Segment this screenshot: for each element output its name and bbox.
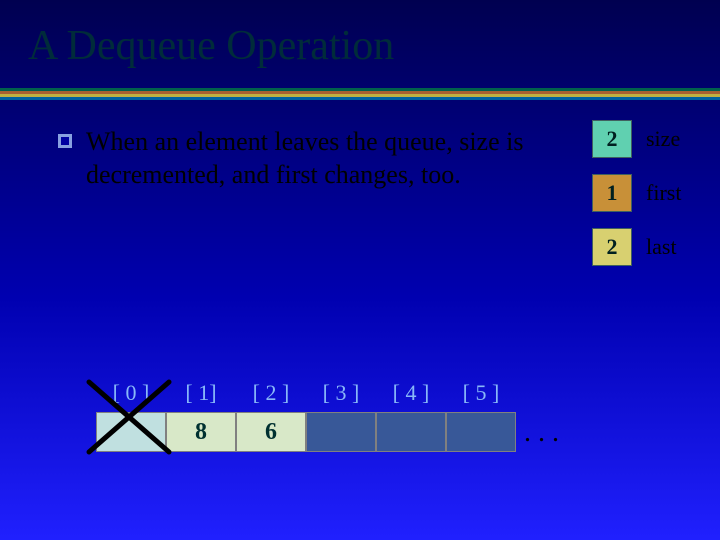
slide-title: A Dequeue Operation	[0, 0, 720, 70]
array-cell	[376, 412, 446, 452]
array-cell: 6	[236, 412, 306, 452]
bullet-text: When an element leaves the queue, size i…	[86, 126, 526, 191]
var-row: 2 last	[592, 228, 692, 266]
variable-boxes: 2 size 1 first 2 last	[592, 120, 692, 266]
array-cell	[96, 412, 166, 452]
var-label: size	[646, 126, 692, 152]
var-box: 2	[592, 120, 632, 158]
array-index-label: [ 2 ]	[236, 380, 306, 412]
content-area: When an element leaves the queue, size i…	[0, 100, 720, 191]
array-diagram: [ 0 ][ 1][ 2 ][ 3 ][ 4 ][ 5 ] 86 . . .	[96, 380, 586, 452]
bullet-row: When an element leaves the queue, size i…	[58, 126, 680, 191]
var-label: last	[646, 234, 692, 260]
index-row: [ 0 ][ 1][ 2 ][ 3 ][ 4 ][ 5 ]	[96, 380, 586, 412]
divider-rules	[0, 88, 720, 100]
array-index-label: [ 1]	[166, 380, 236, 412]
var-row: 1 first	[592, 174, 692, 212]
var-label: first	[646, 180, 692, 206]
square-bullet-icon	[58, 134, 72, 148]
array-cell	[306, 412, 376, 452]
array-index-label: [ 5 ]	[446, 380, 516, 412]
cell-row: 86 . . .	[96, 412, 586, 452]
array-index-label: [ 4 ]	[376, 380, 446, 412]
array-cell	[446, 412, 516, 452]
var-box: 1	[592, 174, 632, 212]
array-index-label: [ 3 ]	[306, 380, 376, 412]
var-row: 2 size	[592, 120, 692, 158]
ellipsis: . . .	[516, 412, 566, 452]
array-cell: 8	[166, 412, 236, 452]
var-box: 2	[592, 228, 632, 266]
array-index-label: [ 0 ]	[96, 380, 166, 412]
